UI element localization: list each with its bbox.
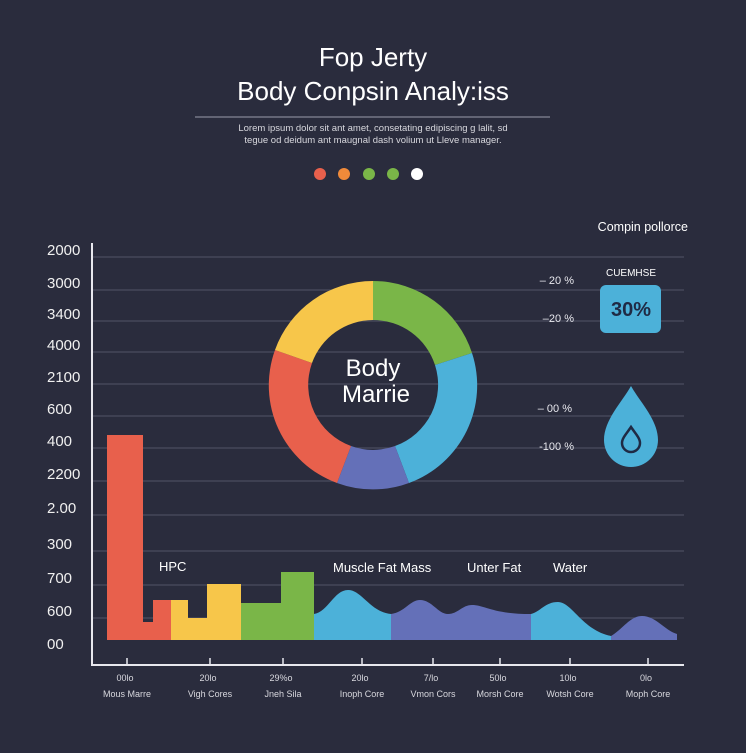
panel-title: Compin pollorce <box>598 220 688 234</box>
category-label: Water <box>553 560 588 575</box>
bar <box>188 618 207 640</box>
percent-label: – 20 % <box>540 275 574 287</box>
x-tick-label: Wotsh Core <box>546 689 593 699</box>
badge-title: CUEMHSE <box>606 268 656 279</box>
bar <box>171 600 188 640</box>
donut-segment <box>268 350 351 483</box>
x-tick-label: Mous Marre <box>103 689 151 699</box>
donut-segment <box>395 353 478 483</box>
dot <box>411 168 423 180</box>
x-tick-value: 0lo <box>640 673 652 683</box>
title-line: Body Conpsin Analy:iss <box>237 76 509 106</box>
wave <box>314 590 391 640</box>
x-tick-label: Inoph Core <box>340 689 385 699</box>
water-drop-inner <box>620 424 642 454</box>
percent-label: -100 % <box>539 441 574 453</box>
y-tick-label: 300 <box>47 536 72 553</box>
category-label: Unter Fat <box>467 560 522 575</box>
y-tick-label: 2200 <box>47 466 80 483</box>
bar <box>241 603 281 640</box>
donut-label: Marrie <box>342 381 410 408</box>
dot <box>314 168 326 180</box>
donut-segment <box>373 281 472 365</box>
y-tick-label: 600 <box>47 401 72 418</box>
badge-value: 30% <box>611 299 651 321</box>
wave <box>391 600 531 640</box>
x-tick-value: 50lo <box>489 673 506 683</box>
x-labels: 00lo Mous Marre 20lo Vigh Cores 29%o Jneh Sil… <box>103 658 670 699</box>
x-tick-value: 20lo <box>199 673 216 683</box>
subtitle-line: tegue od deidum ant maugnal dash volium … <box>244 135 501 146</box>
donut-segment <box>275 281 373 363</box>
x-tick-value: 29%o <box>269 673 292 683</box>
x-tick-label: Moph Core <box>626 689 671 699</box>
percent-label: – 00 % <box>538 403 572 415</box>
y-tick-label: 00 <box>47 636 64 653</box>
x-tick-label: Vigh Cores <box>188 689 233 699</box>
title-line: Fop Jerty <box>319 42 427 72</box>
wave <box>531 602 611 640</box>
category-label: HPC <box>159 559 186 574</box>
y-tick-label: 4000 <box>47 337 80 354</box>
percent-label: –20 % <box>543 313 574 325</box>
y-tick-label: 400 <box>47 433 72 450</box>
x-tick-label: Vmon Cors <box>410 689 456 699</box>
y-tick-label: 3400 <box>47 306 80 323</box>
bar <box>153 600 171 640</box>
x-tick-value: 20lo <box>351 673 368 683</box>
dot <box>363 168 375 180</box>
dot <box>387 168 399 180</box>
dot <box>338 168 350 180</box>
donut: Body Marrie <box>268 281 478 490</box>
wave <box>611 616 677 640</box>
y-labels: 2000 3000 3400 4000 2100 600 400 2200 2.00 300 700… <box>47 242 80 653</box>
x-tick-value: 10lo <box>559 673 576 683</box>
bars <box>107 435 677 640</box>
donut-label: Body <box>346 355 401 382</box>
y-tick-label: 2100 <box>47 369 80 386</box>
y-tick-label: 3000 <box>47 275 80 292</box>
badge <box>600 285 661 333</box>
y-tick-label: 700 <box>47 570 72 587</box>
bar <box>281 572 314 640</box>
x-tick-value: 7/lo <box>424 673 439 683</box>
x-tick-label: Morsh Core <box>476 689 523 699</box>
category-label: Muscle Fat Mass <box>333 560 432 575</box>
x-tick-value: 00lo <box>116 673 133 683</box>
subtitle-line: Lorem ipsum dolor sit ant amet, consetat… <box>238 123 507 134</box>
bar <box>143 622 153 640</box>
dots <box>314 168 423 180</box>
bar <box>207 584 241 640</box>
donut-segment <box>337 446 409 490</box>
y-tick-label: 600 <box>47 603 72 620</box>
bar <box>107 435 143 640</box>
y-tick-label: 2000 <box>47 242 80 259</box>
x-tick-label: Jneh Sila <box>264 689 301 699</box>
y-tick-label: 2.00 <box>47 500 76 517</box>
